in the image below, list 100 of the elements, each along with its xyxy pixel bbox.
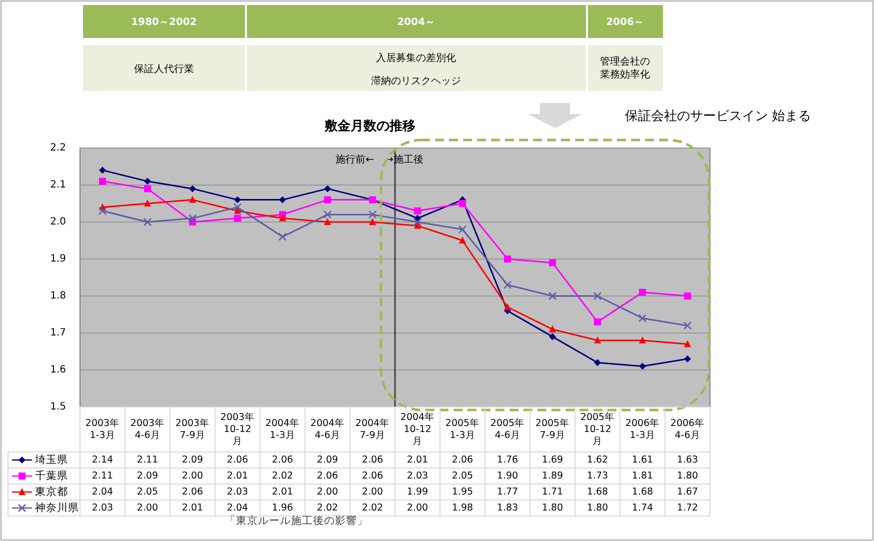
point — [234, 214, 241, 222]
x-tick-label: 2004年 7-9月 — [355, 416, 390, 441]
y-tick-label: 1.9 — [50, 254, 66, 265]
point — [99, 178, 106, 185]
point — [459, 236, 466, 244]
data-label: 1.83 — [496, 502, 518, 514]
point — [594, 359, 601, 366]
data-label: 1.61 — [632, 454, 654, 466]
point — [414, 207, 421, 214]
data-label: 2.00 — [316, 486, 338, 498]
point — [549, 325, 556, 332]
data-label: 2.06 — [272, 454, 294, 466]
data-label: 2.09 — [316, 454, 338, 466]
data-label: 2.02 — [316, 502, 338, 514]
data-label: 1.76 — [496, 454, 518, 466]
text: 「東京ルール施工後の影響」 — [225, 514, 368, 527]
data-label: 2.03 — [92, 502, 114, 514]
data-label: 1.69 — [542, 454, 564, 466]
data-label: 1.98 — [452, 502, 474, 514]
data-label: 1.63 — [676, 454, 698, 466]
point — [638, 314, 647, 322]
data-label: 2.00 — [182, 470, 204, 482]
y-tick-label: 1.8 — [50, 290, 66, 302]
y-tick-label: 1.7 — [50, 328, 66, 339]
point — [594, 336, 601, 344]
data-label: 2.06 — [362, 454, 384, 466]
point — [189, 185, 196, 192]
point — [504, 256, 511, 262]
data-label: 2.04 — [92, 486, 114, 498]
x-tick-label: 2004年 4-6月 — [310, 416, 345, 441]
text: 保証会社のサービスイン 始まる — [625, 108, 812, 124]
data-label: 2.05 — [136, 486, 158, 498]
data-label: 1.77 — [496, 486, 518, 498]
data-label: 2.06 — [316, 470, 338, 482]
point — [324, 196, 331, 204]
point — [324, 185, 331, 192]
data-label: 2.06 — [182, 486, 204, 498]
chart-title: 敷金月数の推移 — [324, 119, 416, 134]
y-tick-label: 2.0 — [50, 216, 66, 228]
point — [458, 225, 467, 234]
point — [143, 218, 152, 226]
point — [98, 206, 107, 216]
data-label: 2.01 — [272, 486, 294, 498]
data-label: 1.90 — [496, 470, 518, 482]
data-label: 2.02 — [272, 470, 294, 482]
point — [549, 259, 556, 266]
point — [189, 196, 196, 203]
point — [684, 340, 691, 348]
point — [548, 292, 557, 300]
x-tick-label: 2003年 1-3月 — [85, 416, 120, 441]
x-tick-label: 2003年 10-12 月 — [220, 410, 255, 447]
data-label: 1.71 — [542, 486, 564, 498]
annotation: 施行前← — [336, 154, 374, 166]
text: 滞納のリスクヘッジ — [371, 74, 461, 87]
data-label: 1.67 — [676, 486, 698, 498]
x-tick-label: 2003年 7-9月 — [175, 416, 210, 441]
point — [684, 355, 691, 362]
x-tick-label: 2004年 10-12 月 — [400, 410, 435, 447]
point — [144, 185, 151, 192]
data-label: 2.05 — [452, 470, 474, 482]
point — [549, 333, 556, 340]
data-label: 1.80 — [542, 502, 564, 514]
text: 入居募集の差別化 — [376, 52, 456, 64]
point — [323, 210, 332, 219]
point — [99, 166, 106, 174]
data-label: 2.00 — [362, 486, 384, 498]
data-label: 1.99 — [406, 486, 428, 498]
point — [279, 214, 286, 222]
data-label: 2.01 — [406, 454, 428, 466]
point — [639, 336, 646, 344]
point — [279, 196, 286, 204]
point — [504, 303, 511, 310]
point — [684, 292, 691, 300]
data-label: 2.03 — [406, 470, 428, 482]
data-label: 2.01 — [226, 470, 248, 482]
data-label: 2.11 — [92, 470, 114, 482]
x-tick-label: 2003年 4-6月 — [130, 416, 165, 441]
y-tick-label: 1.5 — [50, 402, 66, 413]
x-tick-label: 2005年 1-3月 — [445, 416, 480, 441]
data-label: 1.73 — [586, 470, 608, 482]
point — [188, 214, 197, 222]
legend-label: 千葉県 — [35, 468, 68, 482]
data-label: 2.01 — [182, 502, 204, 514]
data-label: 2.02 — [362, 502, 384, 514]
data-label: 1.95 — [452, 486, 474, 498]
x-tick-label: 2006年 4-6月 — [670, 416, 705, 441]
data-label: 1.62 — [586, 454, 608, 466]
x-tick-label: 2004年 1-3月 — [265, 416, 300, 441]
data-label: 1.80 — [676, 470, 698, 482]
data-label: 2.09 — [136, 470, 158, 482]
x-tick-label: 2006年 1-3月 — [625, 416, 660, 441]
data-label: 2.00 — [406, 502, 428, 514]
point — [683, 321, 692, 330]
point — [639, 362, 646, 370]
data-label: 2.11 — [136, 454, 158, 466]
legend-label: 東京都 — [35, 484, 68, 498]
y-tick-label: 1.6 — [50, 364, 66, 376]
data-label: 2.03 — [226, 486, 248, 498]
point — [144, 200, 151, 206]
legend-label: 埼玉県 — [34, 454, 68, 466]
